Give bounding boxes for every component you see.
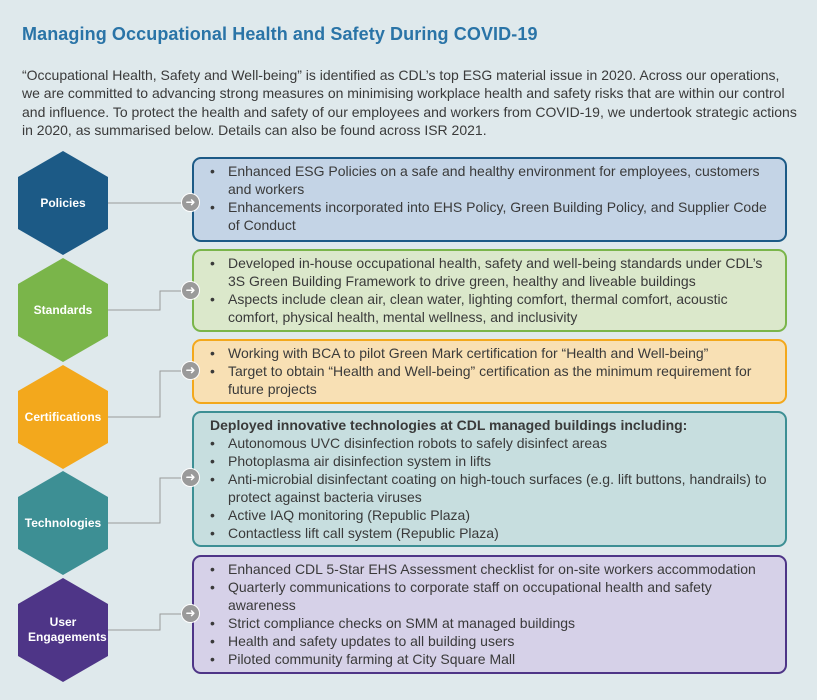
list-item: Aspects include clean air, clean water, … (206, 290, 775, 326)
box-technologies: Deployed innovative technologies at CDL … (192, 411, 787, 547)
list-item: Strict compliance checks on SMM at manag… (206, 614, 775, 632)
list-item: Anti-microbial disinfectant coating on h… (206, 470, 775, 506)
list-item: Working with BCA to pilot Green Mark cer… (206, 344, 775, 362)
hex-label: Policies (40, 195, 86, 210)
list-item: Contactless lift call system (Republic P… (206, 524, 775, 542)
box-policies: Enhanced ESG Policies on a safe and heal… (192, 157, 787, 242)
list-item: Piloted community farming at City Square… (206, 650, 775, 668)
list-item: Enhanced ESG Policies on a safe and heal… (206, 162, 775, 198)
list-item: Developed in-house occupational health, … (206, 254, 775, 290)
list-item: Target to obtain “Health and Well-being”… (206, 362, 775, 398)
list-item: Autonomous UVC disinfection robots to sa… (206, 434, 775, 452)
hex-label: Certifications (24, 409, 102, 424)
technologies-heading: Deployed innovative technologies at CDL … (210, 417, 688, 433)
list-item: Photoplasma air disinfection system in l… (206, 452, 775, 470)
box-standards: Developed in-house occupational health, … (192, 249, 787, 332)
list-item: Health and safety updates to all buildin… (206, 632, 775, 650)
arrow-right-icon: ➜ (181, 193, 200, 212)
hex-label: Technologies (24, 515, 102, 530)
hex-certifications: Certifications (18, 365, 108, 469)
list-item: Active IAQ monitoring (Republic Plaza) (206, 506, 775, 524)
list-item: Enhanced CDL 5-Star EHS Assessment check… (206, 560, 775, 578)
arrow-right-icon: ➜ (181, 281, 200, 300)
hex-label: User Engagements (28, 615, 107, 644)
intro-paragraph: “Occupational Health, Safety and Well-be… (22, 67, 797, 139)
list-item: Enhancements incorporated into EHS Polic… (206, 198, 775, 234)
hex-label: Standards (33, 302, 93, 317)
box-user-engagements: Enhanced CDL 5-Star EHS Assessment check… (192, 555, 787, 674)
arrow-right-icon: ➜ (181, 361, 200, 380)
page-title: Managing Occupational Health and Safety … (22, 24, 538, 44)
box-certifications: Working with BCA to pilot Green Mark cer… (192, 339, 787, 404)
arrow-right-icon: ➜ (181, 604, 200, 623)
hex-standards: Standards (18, 258, 108, 362)
list-item: Quarterly communications to corporate st… (206, 578, 775, 614)
arrow-right-icon: ➜ (181, 468, 200, 487)
